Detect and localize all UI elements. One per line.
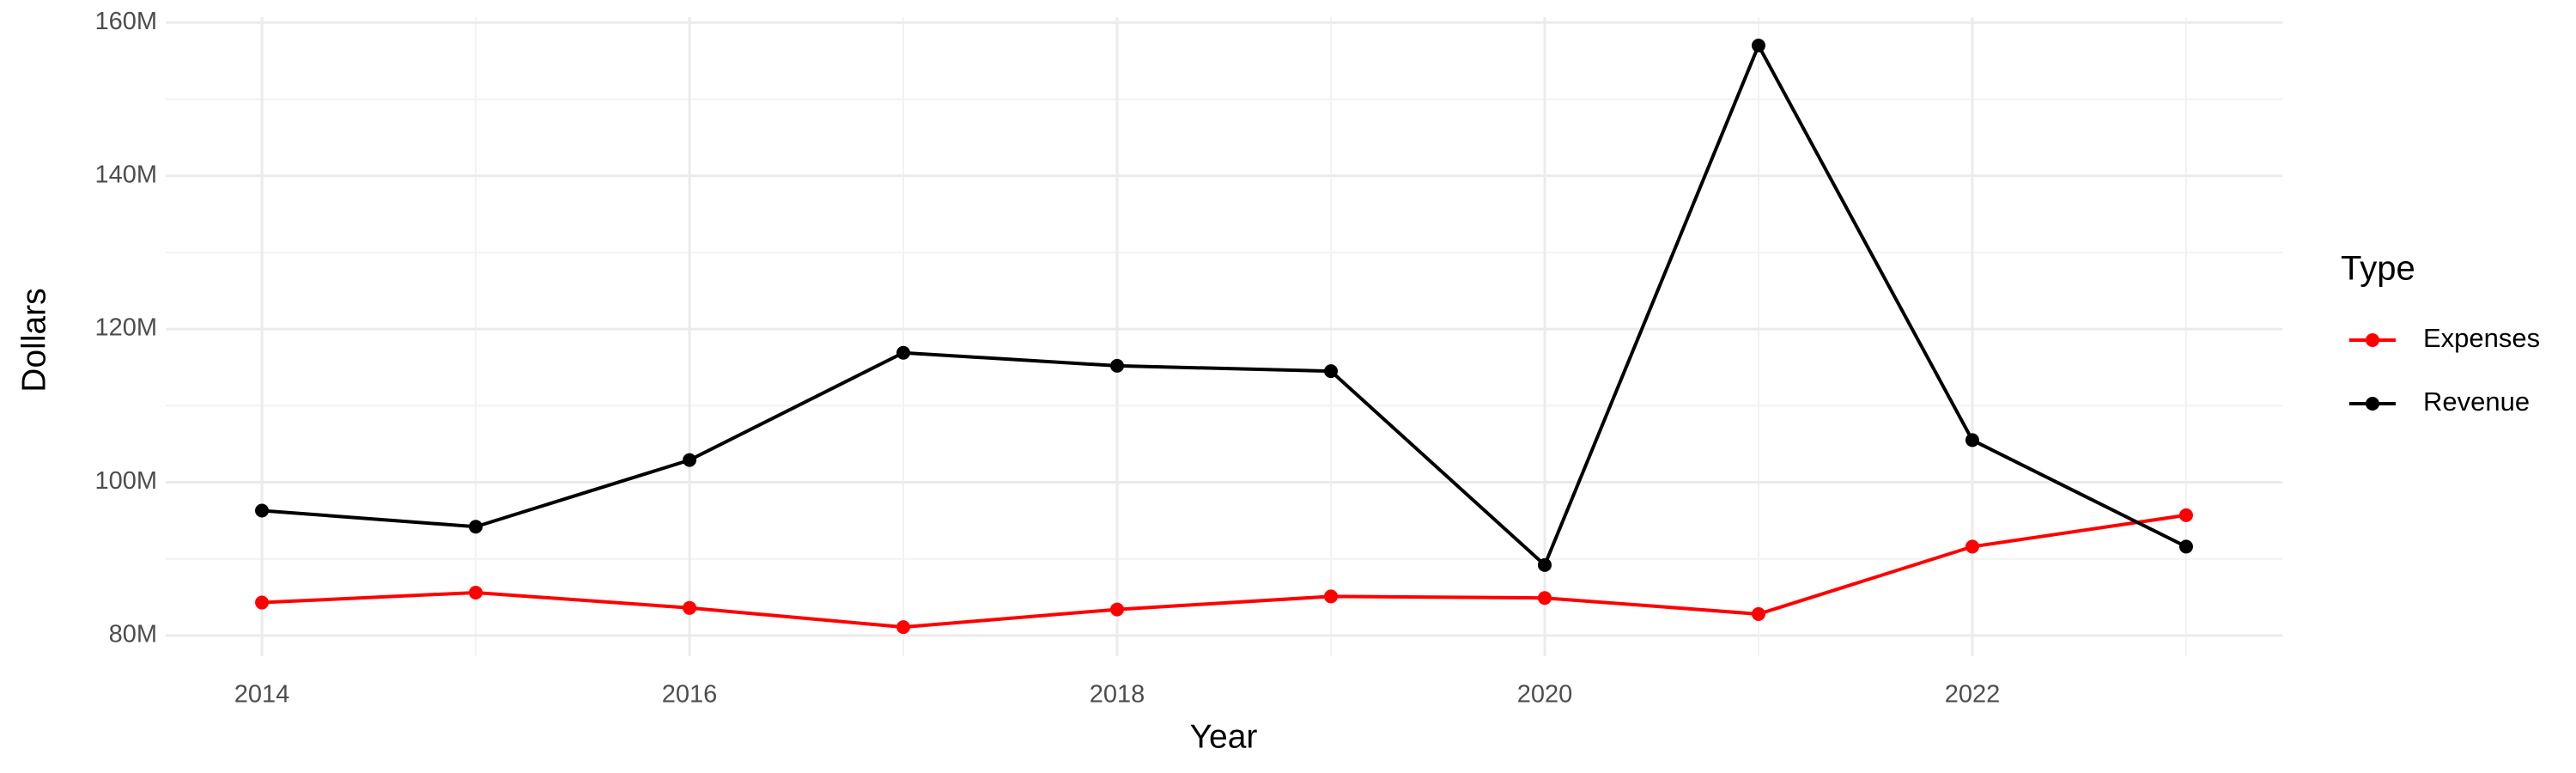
data-point [1965, 433, 1979, 447]
legend-label: Expenses [2423, 323, 2540, 353]
data-point [469, 520, 483, 534]
data-point [1751, 606, 1765, 621]
data-point [255, 595, 270, 610]
data-point [1751, 39, 1765, 53]
data-point [2178, 539, 2193, 554]
y-tick-label: 140M [94, 161, 157, 188]
data-point [1323, 364, 1338, 379]
data-point [1110, 602, 1125, 617]
data-point [1110, 358, 1125, 373]
x-tick-label: 2014 [234, 681, 290, 709]
x-tick-label: 2018 [1090, 681, 1145, 709]
data-point [255, 503, 270, 518]
y-axis-title: Dollars [15, 288, 52, 392]
y-tick-label: 160M [94, 8, 157, 35]
x-axis-title: Year [1190, 718, 1258, 755]
series-line [261, 513, 2187, 630]
legend-key-point [2366, 397, 2379, 411]
x-tick-label: 2016 [662, 681, 718, 709]
data-point [469, 585, 483, 600]
data-point [1537, 557, 1552, 572]
y-tick-label: 80M [109, 621, 157, 648]
legend-key-point [2366, 333, 2379, 347]
data-point [896, 620, 911, 635]
x-tick-label: 2022 [1945, 681, 2001, 709]
data-point [1537, 591, 1552, 606]
data-point [683, 600, 697, 615]
series-line [261, 41, 2187, 569]
legend-title: Type [2341, 250, 2415, 288]
x-tick-label: 2020 [1517, 681, 1573, 709]
y-tick-label: 100M [94, 467, 157, 495]
grid [166, 17, 2282, 656]
y-tick-label: 120M [94, 314, 157, 342]
legend-label: Revenue [2423, 386, 2530, 417]
data-point [1323, 589, 1338, 604]
data-point [2178, 508, 2193, 522]
data-point [683, 453, 697, 467]
data-point [896, 345, 911, 360]
data-point [1965, 539, 1979, 554]
